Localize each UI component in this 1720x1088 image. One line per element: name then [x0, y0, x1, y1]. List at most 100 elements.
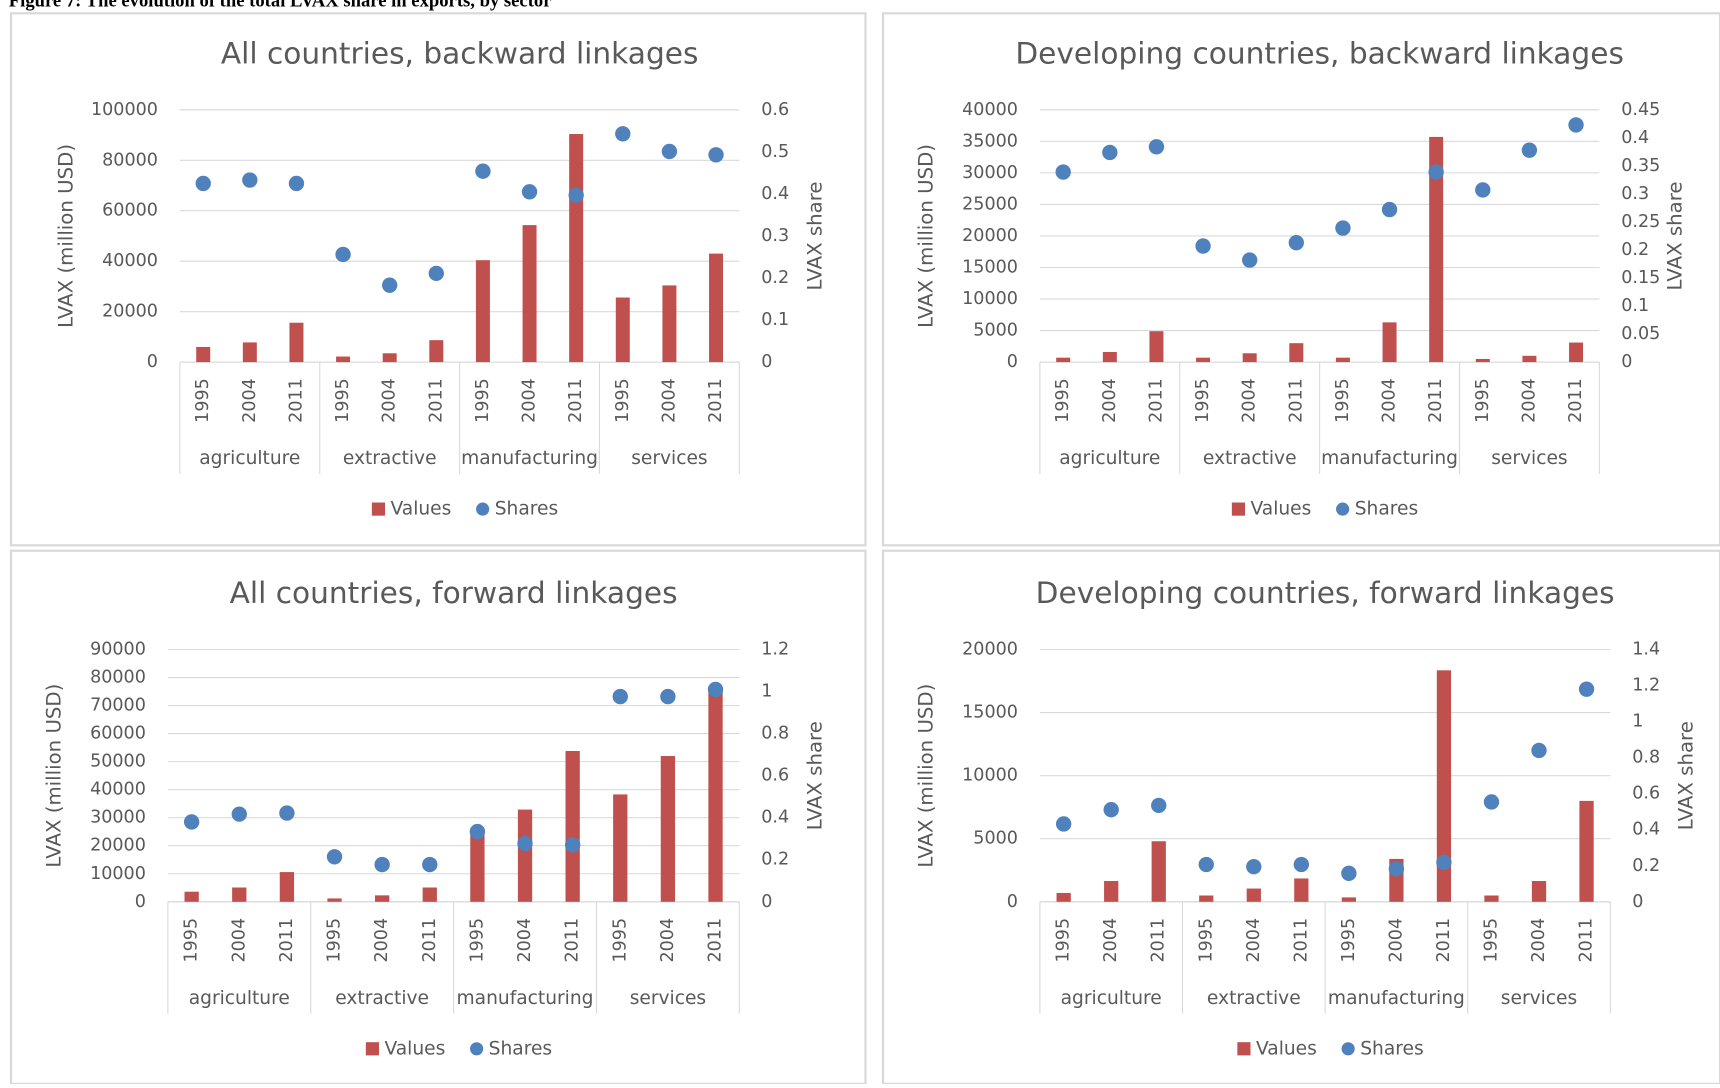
- x-tick-label: 1995: [1054, 918, 1074, 963]
- legend-swatch: [365, 1042, 379, 1056]
- x-tick-label: 2004: [380, 378, 400, 423]
- y-tick-label: 50000: [90, 752, 146, 772]
- y-tick-label: 30000: [962, 163, 1018, 183]
- y-tick-label: 15000: [962, 257, 1018, 277]
- y-tick-label: 70000: [90, 696, 146, 716]
- x-tick-label: 2011: [1426, 378, 1446, 423]
- y2-tick-label: 0.5: [761, 142, 789, 162]
- share-dot: [615, 126, 631, 142]
- share-dot: [1055, 816, 1072, 832]
- y-axis-title: LVAX (million USD): [914, 144, 937, 328]
- bar: [279, 872, 295, 902]
- page-title: Figure 7: The evolution of the total LVA…: [9, 0, 552, 12]
- share-dot: [1288, 235, 1304, 251]
- x-tick-label: 1995: [473, 378, 493, 423]
- share-dot: [475, 163, 491, 179]
- y2-tick-label: 0.4: [1632, 820, 1660, 840]
- bar: [1102, 352, 1117, 363]
- share-dot: [1195, 238, 1211, 254]
- group-label: manufacturing: [461, 448, 598, 469]
- y2-tick-label: 0.6: [1632, 784, 1660, 804]
- x-tick-label: 2004: [372, 918, 392, 963]
- bar: [1242, 353, 1257, 363]
- bar: [615, 297, 630, 363]
- y2-tick-label: 0.1: [1621, 296, 1649, 316]
- x-tick-label: 2011: [566, 378, 586, 423]
- x-tick-label: 2011: [277, 918, 297, 963]
- share-dot: [1578, 681, 1595, 697]
- x-tick-label: 2004: [1529, 918, 1549, 963]
- y-tick-label: 80000: [90, 668, 146, 688]
- share-dot: [707, 681, 724, 698]
- bar: [708, 690, 723, 902]
- legend-swatch: [470, 1042, 484, 1056]
- x-tick-label: 1995: [333, 378, 353, 423]
- y2-tick-label: 1.2: [1632, 676, 1660, 696]
- y2-axis-title: LVAX share: [804, 181, 827, 290]
- x-tick-label: 1995: [1481, 918, 1501, 963]
- y2-tick-label: 0.6: [761, 100, 789, 120]
- y-tick-label: 0: [1007, 352, 1018, 372]
- y-tick-label: 5000: [973, 321, 1018, 341]
- bar: [1569, 342, 1584, 363]
- share-dot: [1242, 252, 1258, 268]
- y2-tick-label: 0.2: [761, 268, 789, 288]
- y2-tick-label: 0.25: [1621, 212, 1660, 232]
- y2-tick-label: 0: [1632, 892, 1643, 912]
- group-label: manufacturing: [457, 988, 594, 1009]
- bar: [289, 322, 304, 363]
- x-tick-label: 2011: [1146, 378, 1166, 423]
- share-dot: [1428, 164, 1444, 180]
- legend-swatch: [476, 502, 490, 516]
- share-dot: [1436, 854, 1452, 871]
- share-dot: [422, 856, 438, 873]
- x-tick-label: 2011: [1291, 918, 1311, 963]
- share-dot: [1531, 742, 1547, 759]
- bar: [470, 830, 485, 902]
- x-tick-label: 2011: [426, 378, 446, 423]
- y2-tick-label: 0.45: [1621, 100, 1660, 120]
- y-tick-label: 20000: [102, 302, 158, 322]
- chart-frame: [881, 549, 1720, 1085]
- share-dot: [1293, 856, 1310, 873]
- bar: [1484, 895, 1499, 902]
- x-tick-label: 2004: [1386, 918, 1406, 963]
- x-tick-label: 2011: [420, 918, 440, 963]
- x-tick-label: 2011: [706, 918, 726, 963]
- share-dot: [1388, 861, 1405, 877]
- x-tick-label: 2011: [563, 918, 583, 963]
- x-tick-label: 1995: [325, 918, 345, 963]
- share-dot: [195, 175, 211, 192]
- bar: [475, 260, 490, 363]
- group-label: agriculture: [189, 988, 290, 1009]
- bar: [1289, 343, 1304, 363]
- y-tick-label: 40000: [90, 780, 146, 800]
- group-label: services: [630, 988, 706, 1009]
- legend-label: Values: [384, 1038, 445, 1059]
- y2-tick-label: 0.4: [761, 184, 789, 204]
- y-tick-label: 100000: [91, 100, 158, 120]
- x-tick-label: 1995: [1333, 378, 1353, 423]
- y2-tick-label: 0.1: [761, 310, 789, 330]
- x-tick-label: 2011: [286, 378, 306, 423]
- group-label: manufacturing: [1328, 988, 1465, 1009]
- y2-tick-label: 0.4: [761, 808, 789, 828]
- y2-tick-label: 0: [761, 892, 772, 912]
- share-dot: [1475, 182, 1491, 198]
- bar: [1196, 357, 1211, 363]
- share-dot: [288, 175, 305, 192]
- group-label: extractive: [343, 448, 437, 469]
- y-tick-label: 20000: [90, 836, 146, 856]
- x-tick-label: 2004: [659, 378, 679, 423]
- x-tick-label: 1995: [613, 378, 633, 423]
- y2-tick-label: 0.4: [1621, 128, 1649, 148]
- bar: [1149, 331, 1164, 363]
- y2-tick-label: 0.15: [1621, 268, 1660, 288]
- y-axis-title: LVAX (million USD): [42, 684, 65, 868]
- share-dot: [1483, 794, 1500, 810]
- group-label: manufacturing: [1321, 448, 1458, 469]
- legend-label: Values: [391, 499, 452, 520]
- legend-swatch: [1336, 502, 1350, 516]
- x-tick-label: 2004: [1519, 378, 1539, 423]
- y-tick-label: 0: [135, 892, 146, 912]
